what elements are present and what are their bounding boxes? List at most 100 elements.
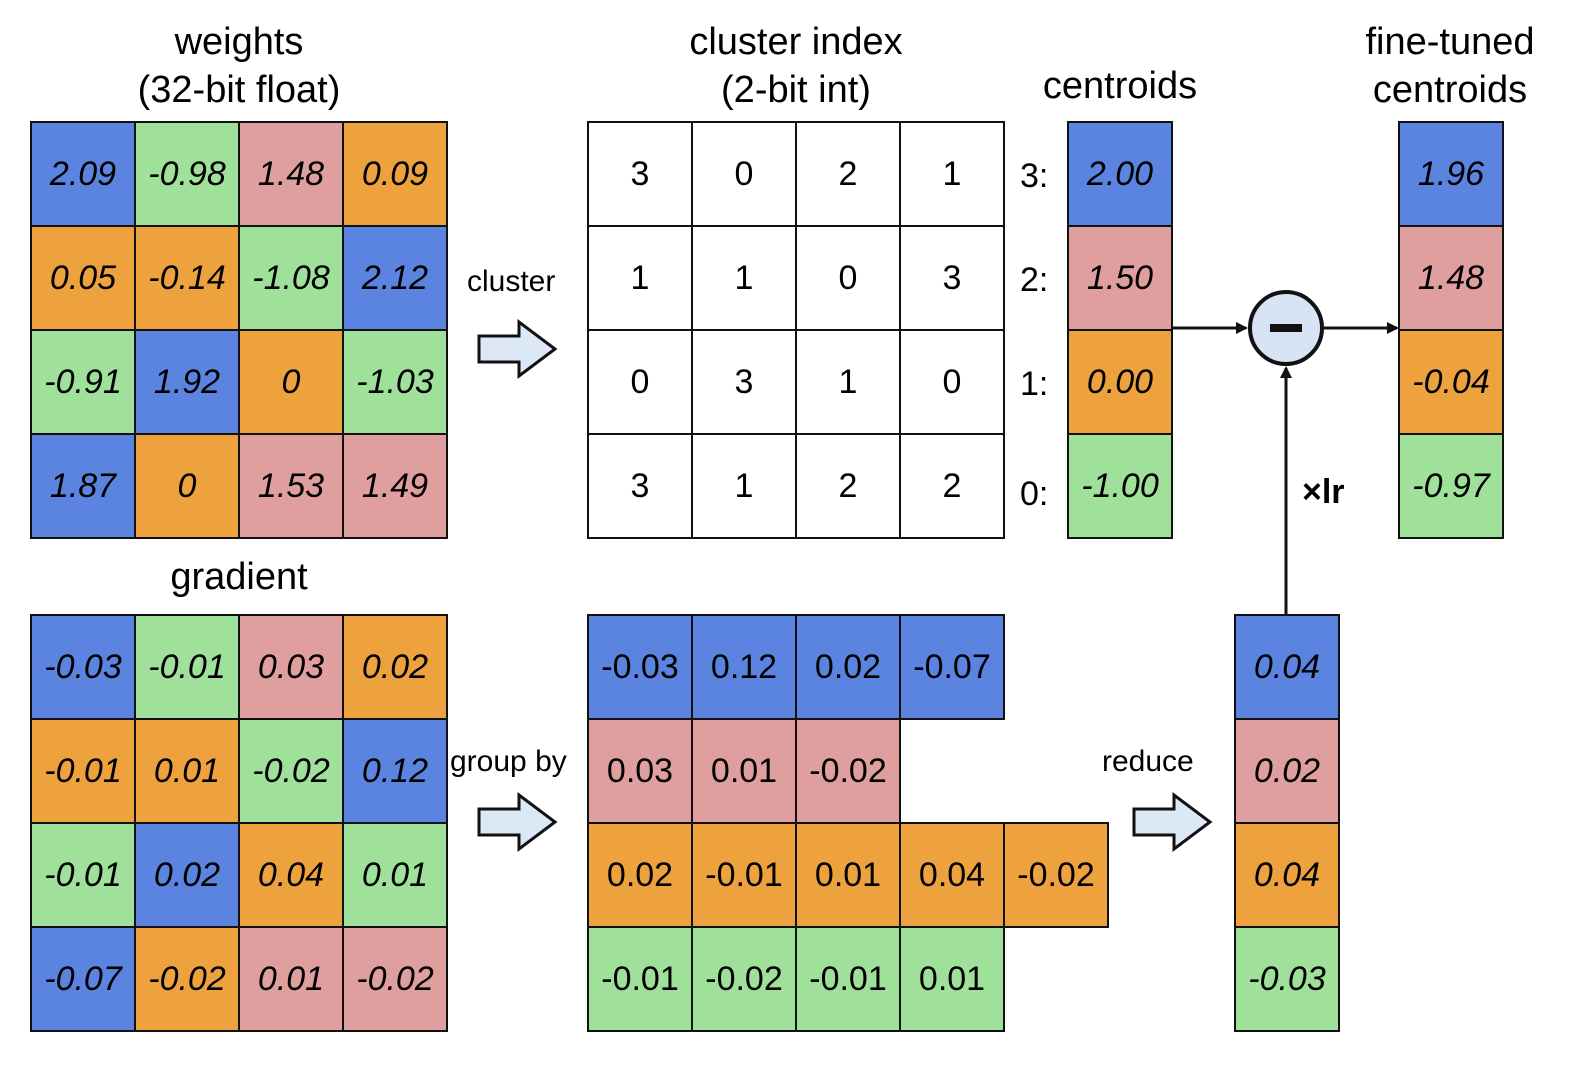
cluster-index-cell: 0 [589, 331, 693, 435]
cluster-index-cell: 1 [797, 331, 901, 435]
grouped-row-orange: 0.02 -0.01 0.01 0.04 -0.02 [587, 822, 1109, 928]
centroid-cell: 0.00 [1069, 331, 1173, 435]
cluster-index-cell: 1 [589, 227, 693, 331]
cluster-index-cell: 3 [901, 227, 1005, 331]
weight-cell: 1.48 [240, 123, 344, 227]
weights-matrix: 2.09 -0.98 1.48 0.09 0.05 -0.14 -1.08 2.12 -0.91… [30, 121, 448, 539]
cluster-index-title: cluster index (2-bit int) [587, 18, 1005, 114]
grouped-cell: -0.02 [693, 928, 797, 1032]
grouped-cell: -0.02 [797, 720, 901, 824]
cluster-index-cell: 0 [693, 123, 797, 227]
gradient-cell: -0.07 [32, 928, 136, 1032]
cluster-index-cell: 2 [797, 123, 901, 227]
reduced-cell: -0.03 [1236, 928, 1340, 1032]
gradient-cell: 0.01 [344, 824, 448, 928]
gradient-title-text: gradient [170, 556, 308, 598]
weight-cell: 1.92 [136, 331, 240, 435]
cluster-index-title-line1: cluster index [689, 21, 903, 63]
reduced-cell: 0.04 [1236, 616, 1340, 720]
reduced-cell: 0.02 [1236, 720, 1340, 824]
weight-cell: -1.08 [240, 227, 344, 331]
gradient-matrix: -0.03 -0.01 0.03 0.02 -0.01 0.01 -0.02 0.12 -0.0… [30, 614, 448, 1032]
gradient-cell: -0.01 [136, 616, 240, 720]
weight-cell: -0.14 [136, 227, 240, 331]
fine-tuned-title-line2: centroids [1372, 69, 1528, 111]
grouped-cell: -0.01 [797, 928, 901, 1032]
minus-sign-icon [1270, 324, 1302, 332]
gradient-cell: -0.01 [32, 720, 136, 824]
gradient-cell: 0.12 [344, 720, 448, 824]
weights-title-line1: weights [174, 21, 304, 63]
grouped-cell: 0.02 [797, 616, 901, 720]
group-by-label: group by [450, 745, 567, 778]
cluster-index-cell: 1 [693, 227, 797, 331]
reduced-gradient-column: 0.04 0.02 0.04 -0.03 [1234, 614, 1340, 1032]
centroid-key-3: 3: [1020, 157, 1049, 195]
reduced-cell: 0.04 [1236, 824, 1340, 928]
cluster-index-cell: 1 [693, 435, 797, 539]
grouped-row-blue: -0.03 0.12 0.02 -0.07 [587, 614, 1005, 720]
weight-cell: 2.09 [32, 123, 136, 227]
centroid-key-1: 1: [1020, 365, 1049, 403]
grouped-row-green: -0.01 -0.02 -0.01 0.01 [587, 926, 1005, 1032]
centroid-cell: -1.00 [1069, 435, 1173, 539]
grouped-cell: -0.02 [1005, 824, 1109, 928]
group-by-arrow-icon [477, 792, 558, 852]
weight-cell: 1.49 [344, 435, 448, 539]
grouped-cell: 0.04 [901, 824, 1005, 928]
gradient-title: gradient [30, 553, 448, 601]
gradient-cell: 0.03 [240, 616, 344, 720]
lr-label: ×lr [1302, 473, 1345, 511]
fine-tuned-title: fine-tuned centroids [1350, 18, 1550, 114]
gradient-cell: 0.02 [344, 616, 448, 720]
reduce-label: reduce [1102, 745, 1194, 778]
centroid-key-2: 2: [1020, 261, 1049, 299]
weight-cell: 0.05 [32, 227, 136, 331]
gradient-cell: 0.01 [136, 720, 240, 824]
cluster-index-cell: 3 [589, 435, 693, 539]
gradient-cell: 0.04 [240, 824, 344, 928]
gradient-cell: -0.01 [32, 824, 136, 928]
grouped-row-pink: 0.03 0.01 -0.02 [587, 718, 901, 824]
fine-tuned-title-line1: fine-tuned [1365, 21, 1535, 63]
cluster-index-cell: 3 [693, 331, 797, 435]
weight-cell: 1.53 [240, 435, 344, 539]
grouped-cell: 0.01 [901, 928, 1005, 1032]
cluster-index-cell: 3 [589, 123, 693, 227]
cluster-index-title-line2: (2-bit int) [721, 69, 871, 111]
fine-tuned-centroids-column: 1.96 1.48 -0.04 -0.97 [1398, 121, 1504, 539]
centroids-title-text: centroids [1042, 65, 1198, 107]
weight-cell: 2.12 [344, 227, 448, 331]
gradient-cell: 0.01 [240, 928, 344, 1032]
cluster-index-cell: 2 [901, 435, 1005, 539]
grouped-cell: 0.01 [693, 720, 797, 824]
centroid-key-0: 0: [1020, 475, 1049, 513]
weight-cell: -1.03 [344, 331, 448, 435]
grouped-cell: 0.01 [797, 824, 901, 928]
fine-tuned-cell: -0.97 [1400, 435, 1504, 539]
cluster-index-cell: 0 [901, 331, 1005, 435]
grouped-cell: -0.01 [693, 824, 797, 928]
reduce-arrow-icon [1132, 792, 1213, 852]
cluster-label: cluster [467, 265, 556, 298]
grouped-cell: 0.03 [589, 720, 693, 824]
weight-cell: 1.87 [32, 435, 136, 539]
weights-title: weights (32-bit float) [30, 18, 448, 114]
weight-cell: 0 [240, 331, 344, 435]
centroids-title: centroids [1020, 62, 1220, 110]
gradient-cell: 0.02 [136, 824, 240, 928]
grouped-cell: -0.01 [589, 928, 693, 1032]
grouped-cell: -0.03 [589, 616, 693, 720]
centroids-column: 2.00 1.50 0.00 -1.00 [1067, 121, 1173, 539]
fine-tuned-cell: -0.04 [1400, 331, 1504, 435]
centroid-cell: 2.00 [1069, 123, 1173, 227]
cluster-index-cell: 1 [901, 123, 1005, 227]
fine-tuned-cell: 1.48 [1400, 227, 1504, 331]
gradient-cell: -0.02 [240, 720, 344, 824]
cluster-index-cell: 2 [797, 435, 901, 539]
weight-cell: 0 [136, 435, 240, 539]
gradient-cell: -0.02 [344, 928, 448, 1032]
gradient-cell: -0.03 [32, 616, 136, 720]
